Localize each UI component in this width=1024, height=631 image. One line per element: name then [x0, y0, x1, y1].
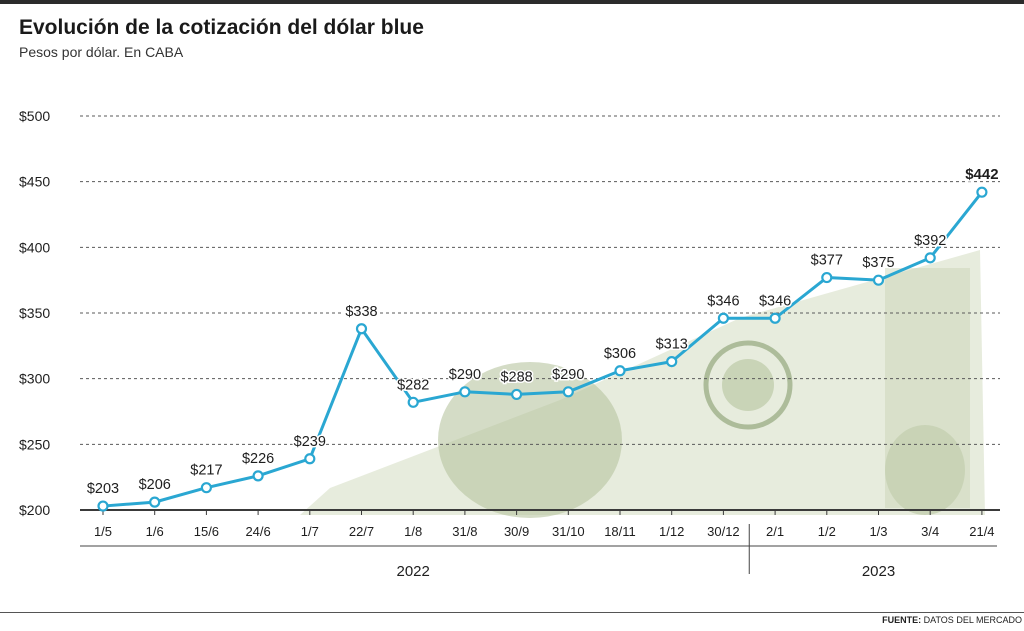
x-tick-label: 1/8	[404, 524, 422, 539]
chart-subtitle: Pesos por dólar. En CABA	[19, 44, 184, 60]
data-point	[510, 388, 523, 401]
x-tick-label: 24/6	[245, 524, 270, 539]
data-point	[459, 386, 471, 398]
data-label: $290	[552, 367, 584, 383]
data-point	[666, 355, 678, 368]
source-note: FUENTE: DATOS DEL MERCADO	[882, 615, 1022, 625]
data-point	[976, 186, 988, 198]
data-point	[407, 396, 419, 408]
x-tick-label: 30/12	[707, 524, 740, 539]
data-point	[872, 274, 885, 286]
data-point	[200, 482, 212, 494]
data-label: $203	[87, 481, 119, 497]
y-tick-label: $350	[19, 305, 50, 321]
dollar-bill-illustration	[300, 250, 985, 518]
y-tick-label: $200	[19, 502, 50, 518]
x-tick-label: 1/2	[818, 524, 836, 539]
data-label: $217	[190, 463, 222, 479]
x-tick-label: 15/6	[194, 524, 219, 539]
top-rule	[0, 0, 1024, 4]
source-label: FUENTE:	[882, 615, 922, 625]
data-point	[304, 453, 316, 465]
data-label: $442	[965, 166, 998, 183]
x-tick-label: 21/4	[969, 524, 994, 539]
x-tick-label: 1/12	[659, 524, 684, 539]
data-label: $288	[500, 369, 532, 385]
x-tick-label: 2/1	[766, 524, 784, 539]
series-line	[102, 191, 984, 508]
source-text: DATOS DEL MERCADO	[923, 615, 1022, 625]
data-point	[924, 252, 936, 264]
y-tick-label: $250	[19, 436, 50, 452]
data-point	[769, 312, 781, 324]
x-tick-label: 1/7	[301, 524, 319, 539]
data-label: $290	[449, 367, 481, 383]
data-label: $282	[397, 377, 429, 393]
x-tick-label: 18/11	[604, 524, 636, 539]
x-tick-label: 1/5	[94, 524, 112, 539]
x-tick-label: 1/6	[146, 524, 164, 539]
y-tick-label: $500	[19, 108, 50, 124]
data-label: $313	[656, 337, 688, 353]
y-tick-label: $400	[19, 239, 50, 255]
year-label: 2022	[397, 563, 430, 580]
data-label: $226	[242, 451, 274, 467]
data-point	[97, 500, 109, 512]
line-chart: $200 $250 $300 $350 $400 $450 $500 1/5 1/6 15/6 24…	[19, 108, 1000, 580]
x-tick-label: 3/4	[921, 524, 939, 539]
data-point	[355, 323, 368, 335]
data-point	[149, 496, 161, 508]
x-tick-label: 1/3	[869, 524, 887, 539]
data-label: $375	[862, 255, 894, 271]
data-label: $338	[345, 304, 377, 320]
x-tick-label: 22/7	[349, 524, 374, 539]
year-label: 2023	[862, 563, 895, 580]
data-label: $377	[811, 253, 843, 269]
data-point	[821, 271, 833, 284]
data-point	[252, 470, 264, 482]
x-tick-label: 30/9	[504, 524, 529, 539]
data-label: $392	[914, 233, 946, 249]
data-label: $346	[759, 293, 791, 309]
footer-rule	[0, 612, 1024, 613]
data-point	[614, 365, 626, 377]
data-label: $346	[707, 293, 739, 309]
x-tick-label: 31/10	[552, 524, 585, 539]
y-tick-label: $450	[19, 174, 50, 190]
chart-title: Evolución de la cotización del dólar blu…	[19, 16, 424, 39]
y-tick-label: $300	[19, 371, 50, 387]
data-label: $239	[294, 434, 326, 450]
data-label: $306	[604, 346, 636, 362]
data-point	[717, 312, 730, 324]
data-point	[562, 386, 574, 398]
data-label: $206	[139, 477, 171, 493]
x-tick-label: 31/8	[452, 524, 477, 539]
